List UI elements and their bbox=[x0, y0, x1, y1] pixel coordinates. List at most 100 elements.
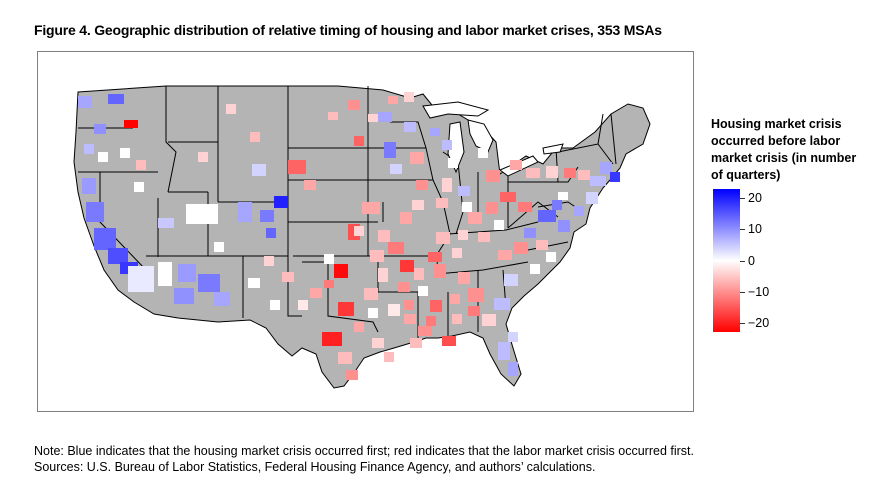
msa-cell bbox=[478, 148, 488, 158]
msa-cell bbox=[482, 314, 496, 326]
msa-cell bbox=[354, 226, 364, 236]
msa-cell bbox=[404, 122, 416, 132]
msa-cell bbox=[108, 248, 128, 264]
msa-cell bbox=[84, 144, 94, 154]
msa-cell bbox=[430, 128, 440, 136]
msa-cell bbox=[518, 202, 532, 212]
msa-cell bbox=[120, 148, 130, 158]
msa-cell bbox=[412, 200, 424, 210]
msa-cell bbox=[270, 300, 280, 310]
msa-cell bbox=[426, 316, 436, 326]
msa-cell bbox=[436, 198, 448, 208]
msa-cell bbox=[410, 338, 422, 348]
msa-cell bbox=[248, 278, 260, 288]
legend-tick-label: 20 bbox=[748, 191, 762, 205]
legend-tick-label: −10 bbox=[748, 285, 770, 299]
msa-cell bbox=[538, 210, 556, 222]
msa-cell bbox=[552, 200, 562, 210]
legend-tick-label: 10 bbox=[748, 222, 762, 236]
msa-cell bbox=[500, 192, 516, 202]
msa-cell bbox=[590, 176, 606, 186]
msa-cell bbox=[378, 268, 388, 282]
msa-cell bbox=[136, 160, 146, 170]
msa-cell bbox=[348, 100, 360, 110]
msa-cell bbox=[388, 304, 400, 316]
msa-cell bbox=[504, 274, 518, 286]
msa-cell bbox=[508, 362, 518, 376]
msa-cell bbox=[494, 298, 510, 310]
msa-cell bbox=[458, 272, 470, 284]
msa-cell bbox=[448, 158, 458, 168]
msa-cell bbox=[414, 268, 424, 280]
msa-cell bbox=[250, 132, 260, 142]
msa-cell bbox=[388, 96, 398, 104]
msa-cell bbox=[368, 114, 378, 122]
msa-cell bbox=[158, 262, 172, 286]
note-text: Note: Blue indicates that the housing ma… bbox=[34, 444, 694, 458]
us-landmass bbox=[73, 85, 651, 389]
msa-cell bbox=[600, 162, 612, 174]
msa-cell bbox=[418, 326, 432, 336]
map-frame bbox=[37, 51, 694, 412]
msa-cell bbox=[372, 338, 384, 348]
msa-cell bbox=[288, 160, 306, 174]
msa-cell bbox=[298, 300, 308, 310]
msa-cell bbox=[558, 192, 568, 200]
msa-cell bbox=[98, 152, 108, 162]
msa-cell bbox=[324, 254, 334, 264]
legend-tick-mark bbox=[740, 261, 745, 262]
msa-cell bbox=[214, 292, 230, 306]
msa-cell bbox=[338, 302, 354, 316]
msa-cell bbox=[368, 308, 378, 318]
msa-cell bbox=[468, 288, 484, 302]
msa-cell bbox=[260, 210, 274, 222]
msa-cell bbox=[94, 124, 106, 134]
msa-cell bbox=[428, 252, 442, 262]
msa-cell bbox=[174, 288, 194, 304]
msa-cell bbox=[338, 352, 352, 364]
msa-cell bbox=[404, 300, 414, 310]
msa-cell bbox=[418, 286, 428, 296]
legend-tick-mark bbox=[740, 292, 745, 293]
msa-cell bbox=[434, 264, 446, 278]
msa-cell bbox=[390, 164, 402, 174]
msa-cell bbox=[442, 336, 456, 346]
msa-cell bbox=[530, 264, 540, 274]
msa-cell bbox=[468, 306, 480, 316]
msa-cell bbox=[128, 266, 154, 292]
legend-tick-label: 0 bbox=[748, 254, 755, 268]
msa-cell bbox=[322, 332, 342, 346]
msa-cell bbox=[486, 170, 500, 182]
msa-cell bbox=[108, 94, 124, 104]
msa-cell bbox=[410, 152, 424, 164]
msa-cell bbox=[494, 220, 504, 230]
msa-cell bbox=[586, 192, 598, 204]
us-msa-map bbox=[73, 85, 651, 389]
msa-cell bbox=[384, 142, 396, 158]
msa-cell bbox=[404, 314, 416, 324]
msa-cell bbox=[458, 186, 470, 196]
msa-cell bbox=[266, 228, 276, 238]
msa-cell bbox=[334, 264, 348, 278]
msa-cell bbox=[78, 96, 92, 108]
msa-cell bbox=[346, 370, 358, 380]
msa-cell bbox=[362, 202, 380, 214]
msa-cell bbox=[486, 202, 498, 214]
msa-cell bbox=[370, 250, 384, 262]
msa-cell bbox=[226, 104, 236, 114]
msa-cell bbox=[328, 112, 338, 120]
msa-cell bbox=[388, 242, 404, 254]
msa-cell bbox=[186, 204, 218, 224]
msa-cell bbox=[442, 178, 452, 192]
msa-cell bbox=[94, 228, 116, 250]
msa-cell bbox=[400, 212, 412, 224]
msa-cell bbox=[564, 168, 576, 178]
msa-cell bbox=[364, 288, 378, 300]
msa-cell bbox=[134, 182, 144, 192]
msa-cell bbox=[416, 180, 428, 190]
legend-tick-mark bbox=[740, 323, 745, 324]
msa-cell bbox=[324, 280, 334, 288]
msa-cell bbox=[384, 352, 394, 362]
msa-cell bbox=[498, 342, 510, 360]
msa-cells bbox=[78, 92, 620, 380]
